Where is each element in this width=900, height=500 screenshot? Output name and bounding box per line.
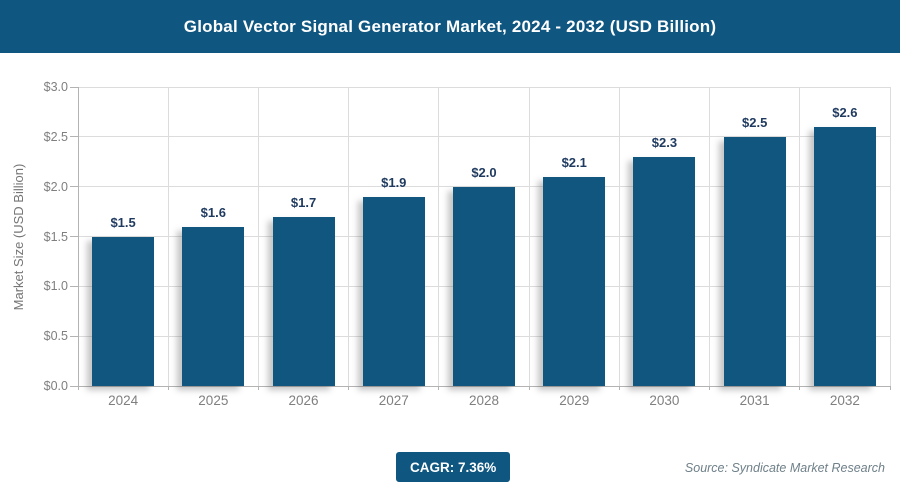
y-tick-label: $0.5 [43,329,68,344]
x-tick-mark [348,386,350,390]
v-gridline [167,87,169,386]
y-tick-label: $1.0 [43,279,68,294]
bar-value-label: $1.9 [381,174,407,190]
bar-value-label: $2.5 [742,114,768,130]
y-tick-mark [70,186,78,188]
bar [182,226,245,386]
x-tick-mark [889,386,891,390]
v-gridline [799,87,801,386]
cagr-badge-label: CAGR: 7.36% [410,459,497,475]
y-tick-label: $0.0 [43,379,68,393]
x-tick-label: 2025 [198,393,229,408]
page-title: Global Vector Signal Generator Market, 2… [183,16,717,36]
x-tick-mark [167,386,169,390]
h-gridline [78,136,890,138]
bar-value-label: $1.6 [200,204,226,220]
y-tick-label: $3.0 [43,80,68,94]
y-tick-label: $1.5 [43,229,68,244]
bar-value-label: $1.7 [290,194,317,210]
v-gridline [528,87,530,386]
x-tick-mark [77,386,79,390]
x-axis-line [78,386,890,387]
bar-value-label: $1.5 [110,214,136,230]
x-tick-label: 2024 [108,393,139,408]
bar [272,216,335,386]
chart-header-bar: Global Vector Signal Generator Market, 2… [0,0,900,53]
x-tick-mark [528,386,530,390]
y-tick-mark [70,86,78,88]
bar-value-label: $2.3 [651,134,678,150]
h-gridline [78,86,890,88]
x-tick-label: 2029 [559,393,590,408]
bar [92,236,155,386]
x-tick-label: 2032 [829,393,860,408]
bar-value-label: $2.6 [832,104,858,120]
source-attribution: Source: Syndicate Market Research [684,461,885,475]
y-tick-label: $2.5 [43,129,68,144]
v-gridline [709,87,711,386]
x-tick-mark [257,386,259,390]
v-gridline [348,87,350,386]
x-tick-label: 2026 [288,393,319,408]
y-tick-mark [70,236,78,237]
x-tick-label: 2031 [739,393,770,408]
bar [633,156,696,386]
x-tick-label: 2030 [649,393,680,408]
y-axis-line [78,87,79,387]
bar-value-label: $2.1 [561,154,587,170]
v-gridline [438,87,440,386]
bar-value-label: $2.0 [471,164,497,180]
bar [543,176,606,386]
x-tick-label: 2027 [378,393,409,408]
x-tick-label: 2028 [468,393,499,408]
y-tick-mark [70,285,78,287]
y-tick-mark [70,385,78,387]
x-tick-mark [618,386,620,390]
bar [723,136,786,386]
y-tick-mark [70,136,78,138]
cagr-badge: CAGR: 7.36% [396,452,511,482]
x-tick-mark [799,386,801,390]
bar [362,196,425,386]
y-tick-label: $2.0 [43,179,68,194]
v-gridline [889,87,891,386]
v-gridline [618,87,620,386]
x-tick-mark [438,386,440,390]
bar [813,126,876,386]
v-gridline [257,87,259,386]
x-tick-mark [709,386,711,390]
bar [453,186,515,386]
y-tick-mark [70,335,78,337]
